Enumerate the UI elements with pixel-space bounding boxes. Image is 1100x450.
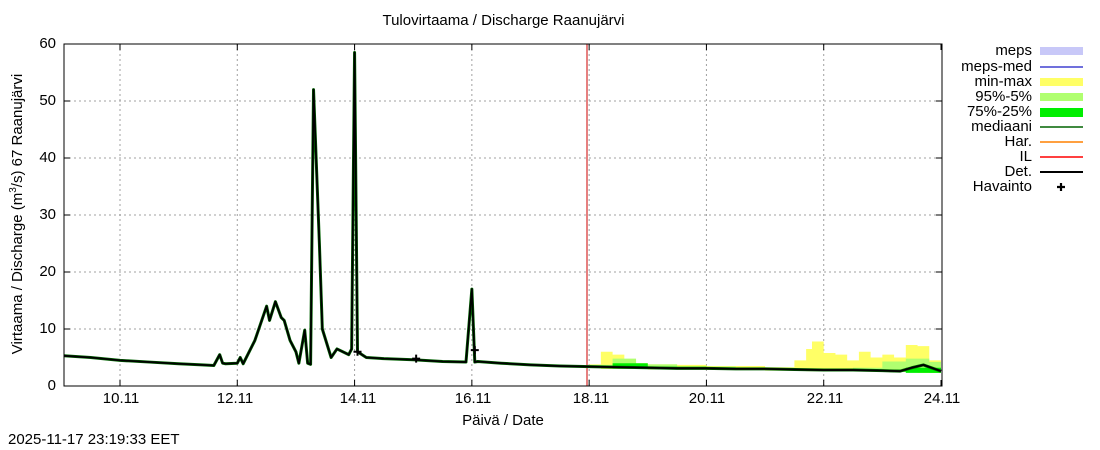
y-tick-label: 60 — [39, 35, 56, 52]
observation-marker — [353, 347, 362, 356]
legend-label-min-max: min-max — [974, 73, 1032, 90]
legend-label-mediaani: mediaani — [971, 118, 1032, 135]
y-tick-label: 20 — [39, 263, 56, 280]
timestamp: 2025-11-17 23:19:33 EET — [8, 431, 180, 448]
x-axis-label: Päivä / Date — [462, 412, 544, 429]
legend-swatch — [1057, 183, 1065, 191]
axis-ticks — [64, 43, 942, 387]
x-tick-label: 18.11 — [572, 390, 610, 407]
legend-label-75-25: 75%-25% — [966, 103, 1032, 120]
x-tick-label: 12.11 — [216, 390, 254, 407]
legend-label-meps-med: meps-med — [961, 58, 1032, 75]
x-tick-label: 20.11 — [688, 390, 726, 407]
legend-swatch — [1040, 93, 1083, 101]
observation-marker — [470, 346, 479, 355]
x-tick-label: 24.11 — [923, 390, 961, 407]
legend-label-il: IL — [1019, 148, 1032, 165]
legend-swatch — [1040, 47, 1083, 55]
legend-swatches — [1040, 47, 1083, 191]
chart-title: Tulovirtaama / Discharge Raanujärvi — [382, 12, 625, 29]
legend-swatch — [1040, 108, 1083, 117]
band-min-max — [589, 341, 941, 373]
y-tick-label: 50 — [39, 92, 56, 109]
legend-label-det: Det. — [1004, 163, 1032, 180]
legend-swatch — [1040, 78, 1083, 86]
observation-marker — [412, 354, 421, 363]
y-tick-label: 40 — [39, 149, 56, 166]
legend-label-har: Har. — [1004, 133, 1032, 150]
y-tick-label: 30 — [39, 206, 56, 223]
legend-label-95-5: 95%-5% — [975, 88, 1032, 105]
y-tick-label: 0 — [47, 377, 56, 394]
legend-label-meps: meps — [995, 42, 1032, 59]
x-tick-label: 14.11 — [339, 390, 377, 407]
x-tick-label: 22.11 — [806, 390, 844, 407]
y-tick-label: 10 — [39, 320, 56, 337]
x-tick-label: 10.11 — [102, 390, 140, 407]
series-lines — [63, 51, 942, 373]
observation-markers — [353, 346, 479, 363]
legend-label-havainto: Havainto — [972, 178, 1032, 195]
x-tick-label: 16.11 — [454, 390, 492, 407]
